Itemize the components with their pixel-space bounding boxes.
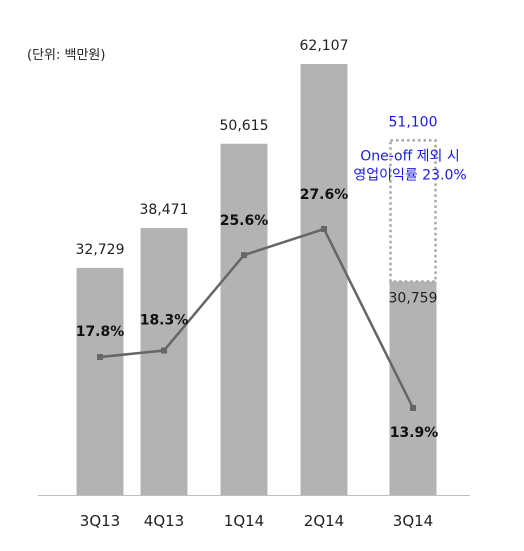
annotation-dashed-bar-group	[389, 139, 437, 283]
margin-label-2q14: 27.6%	[300, 187, 349, 203]
margin-label-3q14: 13.9%	[390, 425, 439, 441]
annotation-line-1: One-off 제외 시	[360, 148, 460, 164]
annotation-value-label: 51,100	[389, 114, 438, 130]
bar-1q14	[220, 143, 268, 495]
bar-value-label-4q13: 38,471	[140, 202, 189, 218]
bar-3q13	[76, 267, 124, 495]
annotation-line-2: 영업이익률 23.0%	[353, 167, 466, 183]
margin-point-4q13	[161, 347, 167, 354]
x-tick-label-3q13: 3Q13	[80, 512, 120, 530]
x-tick-label-2q14: 2Q14	[304, 512, 344, 530]
x-tick-label-4q13: 4Q13	[144, 512, 184, 530]
unit-label: (단위: 백만원)	[27, 48, 106, 63]
margin-label-4q13: 18.3%	[140, 313, 189, 329]
margin-point-2q14	[321, 226, 327, 232]
margin-line-group	[97, 226, 416, 411]
x-tick-label-1q14: 1Q14	[224, 512, 264, 530]
margin-point-3q14	[410, 405, 416, 411]
margin-label-1q14: 25.6%	[220, 213, 269, 229]
bar-value-label-2q14: 62,107	[300, 38, 349, 54]
x-tick-label-3q14: 3Q14	[393, 512, 433, 530]
bar-value-label-3q13: 32,729	[76, 242, 125, 258]
bar-value-label-1q14: 50,615	[220, 118, 269, 134]
bars-group	[76, 64, 437, 495]
margin-point-3q13	[97, 354, 103, 361]
margin-point-1q14	[241, 252, 247, 259]
labels-group: 32,729 38,471 50,615 62,107 30,759 17.8% 18.3%…	[76, 38, 467, 530]
bar-3q14	[389, 281, 437, 495]
margin-label-3q13: 17.8%	[76, 324, 125, 340]
bar-2q14	[300, 64, 348, 495]
bar-4q13	[140, 228, 188, 495]
annotation-dashed-bar	[389, 139, 437, 283]
bar-value-label-3q14: 30,759	[389, 291, 438, 307]
